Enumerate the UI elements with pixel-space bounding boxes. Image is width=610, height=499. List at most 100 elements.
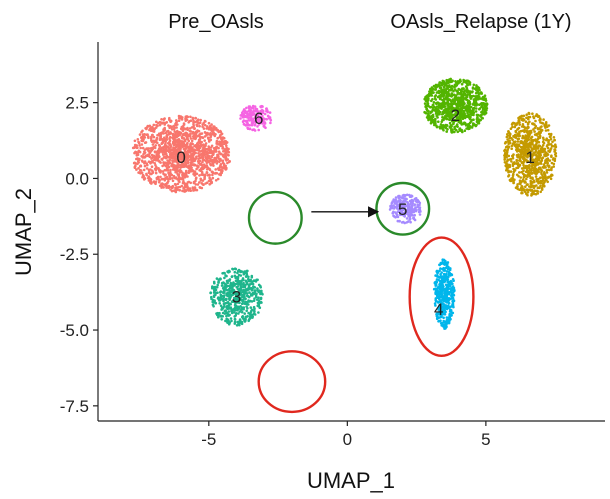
cluster-3-point bbox=[243, 289, 246, 292]
cluster-3-point bbox=[216, 277, 219, 280]
cluster-0-point bbox=[222, 136, 225, 139]
cluster-2-point bbox=[482, 108, 485, 111]
cluster-0-point bbox=[143, 151, 146, 154]
cluster-0-point bbox=[208, 140, 211, 143]
cluster-0-point bbox=[199, 141, 202, 144]
cluster-0-point bbox=[155, 126, 158, 129]
cluster-3-point bbox=[247, 276, 250, 279]
cluster-4-point bbox=[440, 293, 443, 296]
cluster-0-point bbox=[136, 147, 139, 150]
cluster-3-point bbox=[260, 290, 263, 293]
cluster-1-point bbox=[535, 140, 538, 143]
cluster-0-point bbox=[164, 162, 167, 165]
cluster-1-point bbox=[518, 171, 521, 174]
cluster-1-point bbox=[547, 129, 550, 132]
cluster-2-point bbox=[480, 92, 483, 95]
cluster-0-point bbox=[216, 160, 219, 163]
cluster-0-point bbox=[164, 169, 167, 172]
cluster-0-point bbox=[151, 154, 154, 157]
cluster-3-point bbox=[237, 307, 240, 310]
cluster-6-point bbox=[260, 105, 263, 108]
cluster-4-point bbox=[439, 289, 442, 292]
cluster-1-point bbox=[544, 175, 547, 178]
cluster-0-point bbox=[166, 178, 169, 181]
cluster-4-point bbox=[448, 318, 451, 321]
cluster-0-point bbox=[141, 143, 144, 146]
cluster-1-point bbox=[503, 158, 506, 161]
cluster-3-point bbox=[247, 312, 250, 315]
cluster-0-point bbox=[191, 140, 194, 143]
cluster-1-point bbox=[521, 125, 524, 128]
cluster-1-point bbox=[548, 165, 551, 168]
cluster-0-point bbox=[187, 160, 190, 163]
cluster-0-point bbox=[145, 173, 148, 176]
cluster-0-point bbox=[178, 119, 181, 122]
cluster-3-point bbox=[217, 280, 220, 283]
cluster-1-point bbox=[527, 189, 530, 192]
cluster-2-point bbox=[466, 114, 469, 117]
cluster-3-point bbox=[234, 318, 237, 321]
cluster-3-point bbox=[257, 305, 260, 308]
cluster-0-point bbox=[209, 180, 212, 183]
cluster-3-point bbox=[245, 288, 248, 291]
panel-title-left: Pre_OAsls bbox=[168, 11, 264, 33]
cluster-1-point bbox=[526, 174, 529, 177]
cluster-0-point bbox=[199, 119, 202, 122]
cluster-2-point bbox=[438, 104, 441, 107]
cluster-1-point bbox=[504, 161, 507, 164]
cluster-2-point bbox=[462, 101, 465, 104]
cluster-3-point bbox=[233, 283, 236, 286]
cluster-1-point bbox=[521, 186, 524, 189]
cluster-1-point bbox=[543, 171, 546, 174]
cluster-2-point bbox=[451, 94, 454, 97]
cluster-1-point bbox=[514, 126, 517, 129]
cluster-1-point bbox=[505, 156, 508, 159]
cluster-0-point bbox=[168, 186, 171, 189]
cluster-0-point bbox=[193, 149, 196, 152]
cluster-2-point bbox=[429, 106, 432, 109]
cluster-2-point bbox=[461, 122, 464, 125]
cluster-1-point bbox=[512, 157, 515, 160]
cluster-2-point bbox=[464, 117, 467, 120]
cluster-0-point bbox=[207, 145, 210, 148]
y-tick-label: 2.5 bbox=[65, 94, 89, 113]
cluster-0-point bbox=[192, 137, 195, 140]
cluster-0-point bbox=[192, 170, 195, 173]
cluster-6-point bbox=[265, 110, 268, 113]
cluster-1-point bbox=[510, 170, 513, 173]
cluster-1-point bbox=[519, 142, 522, 145]
cluster-1-point bbox=[539, 181, 542, 184]
cluster-0-point bbox=[138, 144, 141, 147]
cluster-2-point bbox=[426, 94, 429, 97]
cluster-2-point bbox=[473, 111, 476, 114]
cluster-0-point bbox=[227, 154, 230, 157]
cluster-0-point bbox=[186, 175, 189, 178]
cluster-0-point bbox=[209, 152, 212, 155]
cluster-6-point bbox=[269, 111, 272, 114]
cluster-0-point bbox=[153, 130, 156, 133]
cluster-4-point bbox=[437, 296, 440, 299]
cluster-3-point bbox=[253, 312, 256, 315]
cluster-3-point bbox=[253, 286, 256, 289]
cluster-3-point bbox=[260, 301, 263, 304]
cluster-0-point bbox=[174, 177, 177, 180]
cluster-4-points bbox=[433, 258, 456, 330]
cluster-1-point bbox=[538, 119, 541, 122]
cluster-1-point bbox=[515, 123, 518, 126]
cluster-0-point bbox=[154, 151, 157, 154]
cluster-0-point bbox=[205, 142, 208, 145]
cluster-2-point bbox=[444, 108, 447, 111]
cluster-2-point bbox=[464, 97, 467, 100]
cluster-0-point bbox=[199, 178, 202, 181]
cluster-0-point bbox=[200, 132, 203, 135]
cluster-5-point bbox=[407, 215, 410, 218]
cluster-2-point bbox=[442, 100, 445, 103]
cluster-4-point bbox=[437, 270, 440, 273]
cluster-3-point bbox=[221, 284, 224, 287]
cluster-4-point bbox=[439, 267, 442, 270]
x-tick-label: -5 bbox=[201, 430, 216, 449]
cluster-1-point bbox=[525, 178, 528, 181]
cluster-0-point bbox=[136, 157, 139, 160]
cluster-0-point bbox=[162, 172, 165, 175]
cluster-2-point bbox=[469, 118, 472, 121]
